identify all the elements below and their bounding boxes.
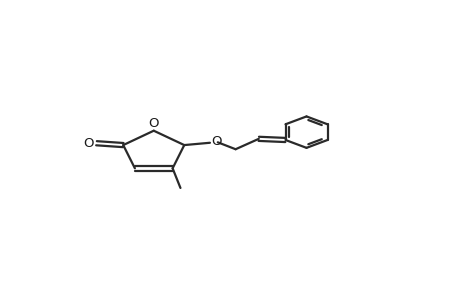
- Text: O: O: [211, 135, 221, 148]
- Text: O: O: [83, 137, 94, 150]
- Text: O: O: [148, 117, 159, 130]
